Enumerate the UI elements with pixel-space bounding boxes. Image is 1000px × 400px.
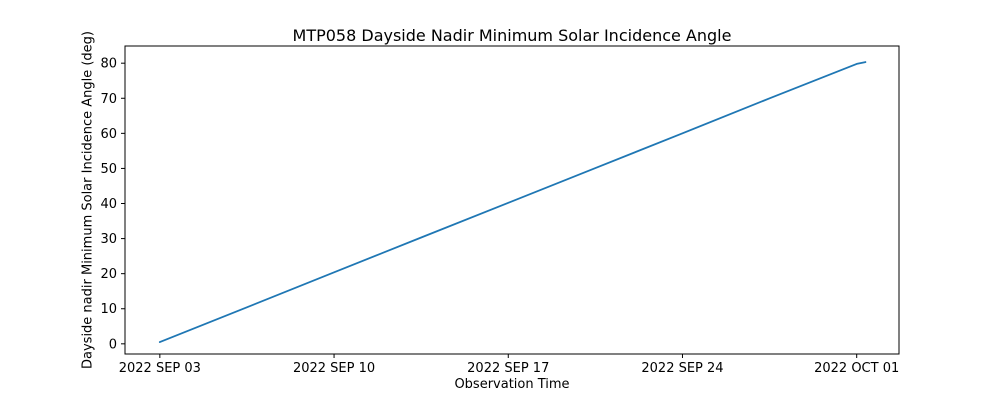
axes-frame — [124, 45, 900, 355]
y-tick-label: 0 — [109, 337, 117, 352]
y-tick-label: 70 — [100, 92, 117, 107]
y-tick-label: 40 — [100, 197, 117, 212]
x-tick-label: 2022 OCT 01 — [814, 361, 899, 376]
y-tick-label: 10 — [100, 302, 117, 317]
y-tick-label: 20 — [100, 267, 117, 282]
y-tick-label: 80 — [100, 57, 117, 72]
x-tick-label: 2022 SEP 10 — [293, 361, 375, 376]
chart-title: MTP058 Dayside Nadir Minimum Solar Incid… — [292, 26, 732, 45]
y-tick-label: 60 — [100, 127, 117, 142]
data-line — [158, 61, 867, 344]
y-tick-label: 30 — [100, 232, 117, 247]
x-axis-label: Observation Time — [454, 377, 570, 392]
x-tick-label: 2022 SEP 17 — [467, 361, 549, 376]
y-tick-label: 50 — [100, 162, 117, 177]
x-tick-label: 2022 SEP 03 — [119, 361, 201, 376]
x-tick-label: 2022 SEP 24 — [641, 361, 723, 376]
